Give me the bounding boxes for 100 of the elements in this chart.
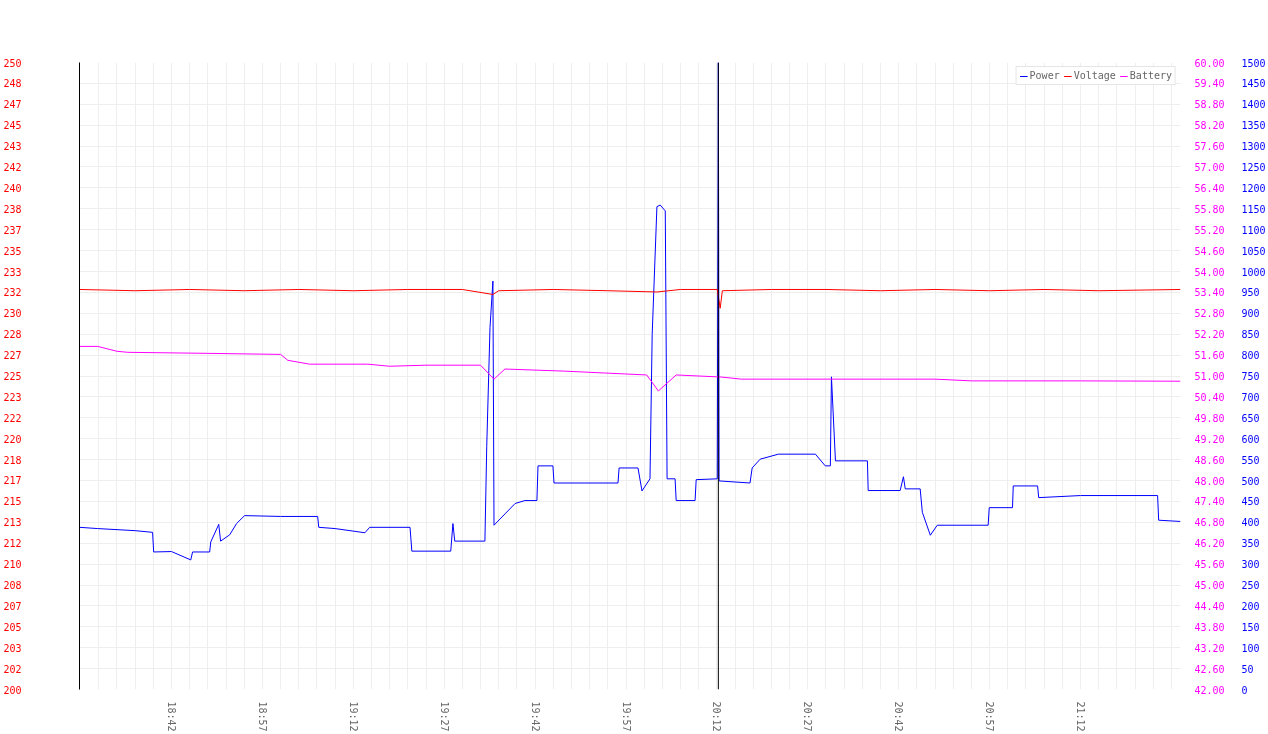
y2-tick-label: 55.20 [1194, 224, 1225, 236]
y3-tick-label: 900 [1241, 308, 1260, 320]
y3-tick-label: 950 [1241, 287, 1260, 299]
x-tick-label: 18:57 [256, 701, 268, 732]
y3-tick-label: 650 [1241, 412, 1260, 424]
y-tick-label: 238 [3, 203, 22, 215]
y3-tick-label: 200 [1241, 600, 1260, 612]
x-tick-label: 19:27 [438, 701, 450, 732]
x-tick-label: 20:57 [984, 701, 996, 732]
y-tick-label: 250 [3, 57, 22, 69]
legend-label: Battery [1129, 70, 1172, 81]
y3-tick-label: 1000 [1241, 266, 1266, 278]
y2-tick-label: 43.80 [1194, 621, 1225, 633]
y3-tick-label: 750 [1241, 371, 1260, 382]
y-tick-label: 213 [3, 517, 22, 529]
y2-tick-label: 43.20 [1194, 642, 1225, 654]
y-tick-label: 247 [3, 99, 22, 111]
y-tick-label: 242 [3, 162, 22, 173]
y-tick-label: 230 [3, 308, 22, 320]
y-tick-label: 205 [3, 621, 22, 633]
y2-tick-label: 51.00 [1194, 371, 1225, 382]
y3-tick-label: 0 [1241, 684, 1248, 696]
y-tick-label: 227 [3, 350, 22, 362]
y-tick-label: 222 [3, 412, 22, 424]
y2-tick-label: 57.00 [1194, 162, 1225, 173]
y3-tick-label: 1050 [1241, 245, 1266, 257]
y3-tick-label: 1150 [1241, 203, 1266, 215]
y3-tick-label: 100 [1241, 642, 1260, 654]
y2-tick-label: 47.40 [1194, 496, 1225, 508]
y-tick-label: 210 [3, 559, 22, 571]
y2-tick-label: 46.20 [1194, 538, 1225, 550]
y-tick-label: 223 [3, 391, 22, 403]
line-series [79, 345, 1181, 392]
y2-tick-label: 52.80 [1194, 308, 1225, 320]
y2-tick-label: 45.60 [1194, 559, 1225, 571]
y-tick-label: 212 [3, 538, 22, 550]
y2-tick-label: 52.20 [1194, 329, 1225, 341]
y2-tick-label: 55.80 [1194, 203, 1225, 215]
x-tick-label: 18:42 [165, 701, 177, 732]
line-series [79, 288, 1181, 309]
y2-tick-label: 49.20 [1194, 433, 1225, 445]
y-tick-label: 217 [3, 475, 22, 487]
x-tick-label: 19:12 [347, 701, 359, 732]
x-tick-label: 20:27 [802, 701, 814, 732]
x-tick-label: 19:42 [529, 701, 541, 732]
y-tick-label: 225 [3, 371, 22, 382]
y2-tick-label: 57.60 [1194, 141, 1225, 153]
y-tick-label: 208 [3, 580, 22, 591]
y2-tick-label: 45.00 [1194, 580, 1225, 591]
y3-tick-label: 350 [1241, 538, 1260, 550]
y3-tick-label: 1500 [1241, 57, 1266, 69]
x-tick-label: 19:57 [620, 701, 632, 732]
y3-tick-label: 1450 [1241, 78, 1266, 90]
y3-tick-label: 50 [1241, 663, 1254, 675]
y-tick-label: 200 [3, 684, 22, 696]
y-tick-label: 215 [3, 496, 22, 508]
y-tick-label: 228 [3, 329, 22, 341]
y3-tick-label: 600 [1241, 433, 1260, 445]
y-tick-label: 203 [3, 642, 22, 654]
y3-tick-label: 1400 [1241, 99, 1266, 111]
y-tick-label: 220 [3, 433, 22, 445]
y2-tick-label: 58.20 [1194, 120, 1225, 132]
y3-tick-label: 1300 [1241, 141, 1266, 153]
y2-tick-label: 49.80 [1194, 412, 1225, 424]
y-tick-label: 202 [3, 663, 22, 675]
x-tick-label: 21:12 [1075, 701, 1087, 732]
y3-tick-label: 700 [1241, 391, 1260, 403]
y-tick-label: 235 [3, 245, 22, 257]
y-tick-label: 218 [3, 454, 22, 466]
y-tick-label: 243 [3, 141, 22, 153]
y3-tick-label: 400 [1241, 517, 1260, 529]
y2-tick-label: 50.40 [1194, 391, 1225, 403]
y2-tick-label: 48.60 [1194, 454, 1225, 466]
legend-label: Power [1029, 70, 1060, 81]
legend-label: Voltage [1073, 70, 1116, 81]
y2-tick-label: 56.40 [1194, 182, 1225, 194]
y3-tick-label: 850 [1241, 329, 1260, 341]
y2-tick-label: 58.80 [1194, 99, 1225, 111]
y3-tick-label: 550 [1241, 454, 1260, 466]
y2-tick-label: 46.80 [1194, 517, 1225, 529]
y3-tick-label: 800 [1241, 350, 1260, 362]
y3-tick-label: 250 [1241, 580, 1260, 591]
y2-tick-label: 54.60 [1194, 245, 1225, 257]
y-tick-label: 207 [3, 600, 22, 612]
x-tick-label: 20:12 [711, 701, 723, 732]
y3-tick-label: 150 [1241, 621, 1260, 633]
y2-tick-label: 59.40 [1194, 78, 1225, 90]
y-tick-label: 245 [3, 120, 22, 132]
y2-tick-label: 54.00 [1194, 266, 1225, 278]
y-tick-label: 237 [3, 224, 22, 236]
y3-tick-label: 1250 [1241, 162, 1266, 173]
y-tick-label: 232 [3, 287, 22, 299]
y3-tick-label: 1100 [1241, 224, 1266, 236]
y-tick-label: 240 [3, 182, 22, 194]
y3-tick-label: 1350 [1241, 120, 1266, 132]
y2-tick-label: 53.40 [1194, 287, 1225, 299]
y3-tick-label: 500 [1241, 475, 1260, 487]
y2-tick-label: 42.60 [1194, 663, 1225, 675]
y3-tick-label: 450 [1241, 496, 1260, 508]
y2-tick-label: 44.40 [1194, 600, 1225, 612]
